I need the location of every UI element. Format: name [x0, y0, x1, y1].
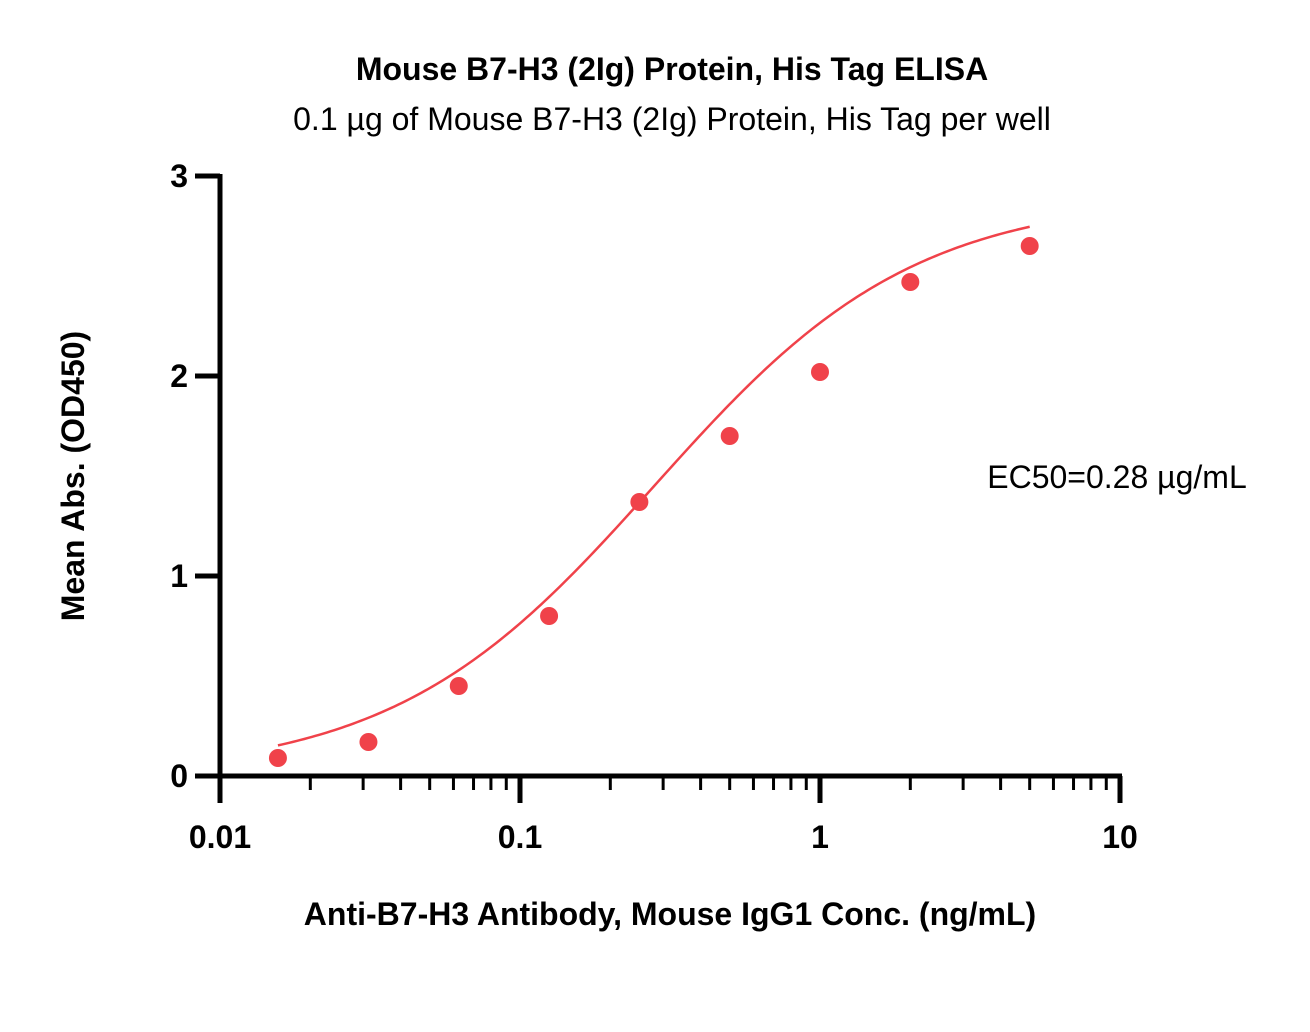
y-tick-label: 3 [170, 158, 188, 194]
data-point [268, 749, 287, 767]
data-point [720, 427, 739, 445]
chart-subtitle: 0.1 µg of Mouse B7-H3 (2Ig) Protein, His… [293, 101, 1051, 137]
data-point [540, 607, 559, 625]
x-tick-label: 0.01 [189, 819, 251, 855]
chart-title: Mouse B7-H3 (2Ig) Protein, His Tag ELISA [356, 51, 988, 87]
plot-area: 0 1 2 3 0.01 0.1 1 10 [170, 158, 1138, 855]
x-tick-label: 10 [1102, 819, 1138, 855]
data-point [901, 273, 920, 291]
data-point [630, 493, 649, 511]
x-tick-label: 1 [811, 819, 829, 855]
y-tick-label: 0 [170, 758, 188, 794]
y-tick-label: 2 [170, 358, 188, 394]
x-tick-label: 0.1 [498, 819, 542, 855]
y-tick-label: 1 [170, 558, 188, 594]
x-axis-label: Anti-B7-H3 Antibody, Mouse IgG1 Conc. (n… [304, 896, 1036, 932]
data-point [449, 677, 468, 695]
data-point [1020, 237, 1039, 255]
ec50-annotation: EC50=0.28 µg/mL [987, 459, 1246, 495]
fit-curve [277, 225, 1030, 747]
data-point [359, 733, 378, 751]
data-point [811, 363, 829, 381]
y-axis-label: Mean Abs. (OD450) [55, 331, 91, 621]
